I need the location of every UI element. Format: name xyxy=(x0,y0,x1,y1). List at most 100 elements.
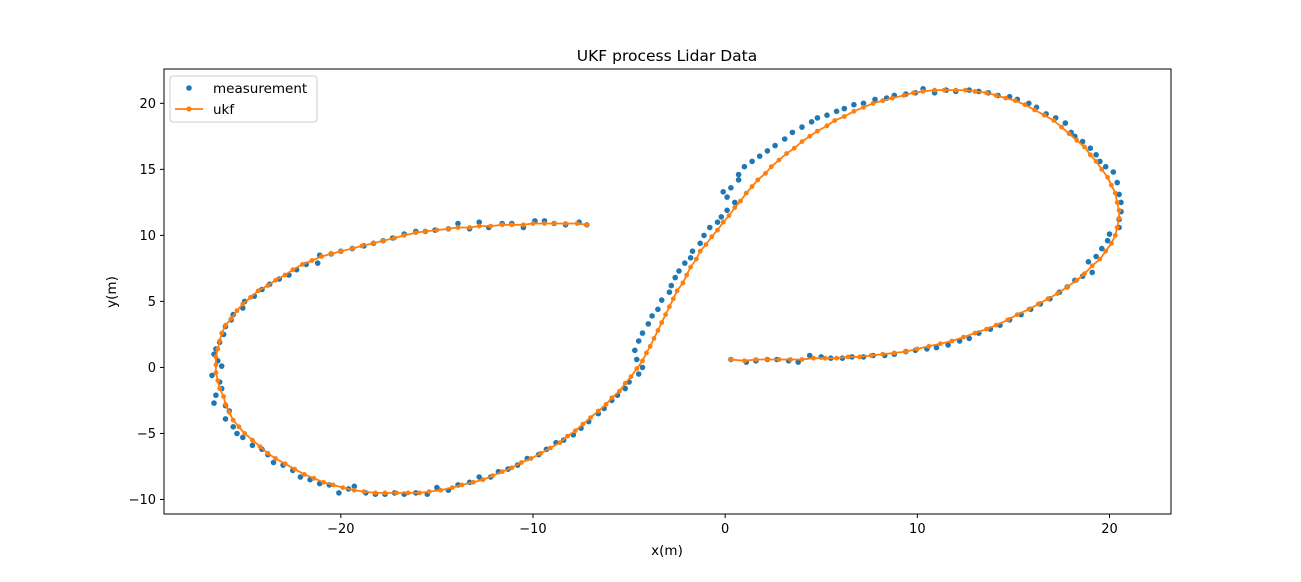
ukf-point xyxy=(851,108,857,114)
ukf-point xyxy=(1082,144,1087,150)
ukf-point xyxy=(1005,317,1011,323)
x-axis-label: x(m) xyxy=(651,543,683,559)
measurement-point xyxy=(213,392,219,399)
ukf-point xyxy=(880,351,886,357)
measurement-point xyxy=(714,219,721,225)
ukf-point xyxy=(319,254,324,259)
ukf-point xyxy=(236,424,242,430)
ukf-point xyxy=(519,460,524,465)
measurement-point xyxy=(945,342,951,348)
ukf-point xyxy=(901,93,907,98)
y-tick-label: 15 xyxy=(139,163,156,178)
ukf-point xyxy=(215,378,221,383)
ukf-point xyxy=(234,308,240,313)
ukf-point xyxy=(834,355,839,361)
ukf-point xyxy=(223,322,228,328)
ukf-point xyxy=(509,222,515,228)
measurement-point xyxy=(668,282,675,289)
ukf-point xyxy=(1051,118,1057,123)
measurement-point xyxy=(222,416,229,422)
ukf-point xyxy=(688,264,693,270)
ukf-point xyxy=(920,89,926,94)
measurement-point xyxy=(851,101,857,108)
ukf-point xyxy=(547,445,553,451)
ukf-point xyxy=(351,487,357,493)
ukf-point xyxy=(423,229,428,234)
ukf-point xyxy=(715,227,720,233)
measurement-point xyxy=(218,363,225,369)
ukf-point xyxy=(1059,124,1064,130)
x-tick-label: 20 xyxy=(1101,522,1118,537)
ukf-point xyxy=(471,479,476,485)
ukf-point xyxy=(857,354,863,360)
measurement-point xyxy=(476,474,483,480)
ukf-point xyxy=(953,87,959,93)
measurement-point xyxy=(666,289,673,296)
measurement-point xyxy=(689,248,696,254)
ukf-point xyxy=(655,328,661,333)
ukf-point xyxy=(330,482,336,488)
ukf-point xyxy=(961,334,966,340)
measurement-point xyxy=(808,119,815,125)
measurement-point xyxy=(756,153,763,159)
ukf-point xyxy=(1074,277,1080,283)
ukf-point xyxy=(219,330,225,336)
ukf-point xyxy=(755,177,761,183)
ukf-point xyxy=(663,312,668,317)
measurement-point xyxy=(1102,163,1109,170)
measurement-point xyxy=(720,189,726,195)
legend-frame xyxy=(169,75,318,123)
legend-label-ukf: ukf xyxy=(213,102,235,118)
measurement-point xyxy=(230,424,236,430)
ukf-point xyxy=(911,90,916,96)
measurement-point xyxy=(735,171,742,178)
ukf-point xyxy=(1045,296,1051,302)
measurement-point xyxy=(682,260,688,266)
legend-label-measurement: measurement xyxy=(213,81,307,97)
ukf-point xyxy=(417,490,422,496)
ukf-point xyxy=(361,489,367,494)
measurement-point xyxy=(1118,199,1124,206)
measurement-point xyxy=(658,297,665,303)
measurement-point xyxy=(211,400,217,406)
ukf-point xyxy=(993,322,999,328)
ukf-point xyxy=(392,235,397,241)
ukf-point xyxy=(340,485,346,490)
ukf-point xyxy=(542,221,547,226)
ukf-point xyxy=(670,296,676,302)
ukf-point xyxy=(476,223,482,229)
ukf-point xyxy=(1041,112,1047,118)
ukf-point xyxy=(634,366,640,372)
measurement-point xyxy=(1116,191,1122,198)
ukf-point xyxy=(373,490,378,496)
ukf-point xyxy=(528,456,534,461)
ukf-point xyxy=(401,233,407,238)
ukf-point xyxy=(617,388,622,394)
ukf-point xyxy=(584,222,590,228)
ukf-point xyxy=(490,473,495,479)
plot-frame xyxy=(163,68,1172,515)
measurement-point xyxy=(728,185,734,191)
ukf-point xyxy=(684,272,690,278)
ukf-point xyxy=(1116,207,1122,213)
ukf-point xyxy=(394,490,399,496)
measurement-point xyxy=(622,385,628,392)
ukf-point xyxy=(380,238,386,244)
ukf-point xyxy=(622,380,628,386)
ukf-point xyxy=(265,450,271,456)
chart-title: UKF process Lidar Data xyxy=(577,47,757,65)
ukf-point xyxy=(217,338,223,344)
ukf-point xyxy=(932,87,937,93)
ukf-point xyxy=(309,258,315,263)
ukf-point xyxy=(815,128,820,134)
ukf-point xyxy=(811,355,816,361)
x-tick-label: −10 xyxy=(519,522,546,537)
ukf-point xyxy=(709,234,715,240)
ukf-point xyxy=(223,402,228,407)
measurement-point xyxy=(1099,245,1105,252)
x-tick-label: 0 xyxy=(721,522,729,537)
ukf-point xyxy=(659,320,665,325)
ukf-point xyxy=(1074,137,1080,143)
ukf-point xyxy=(644,350,649,356)
